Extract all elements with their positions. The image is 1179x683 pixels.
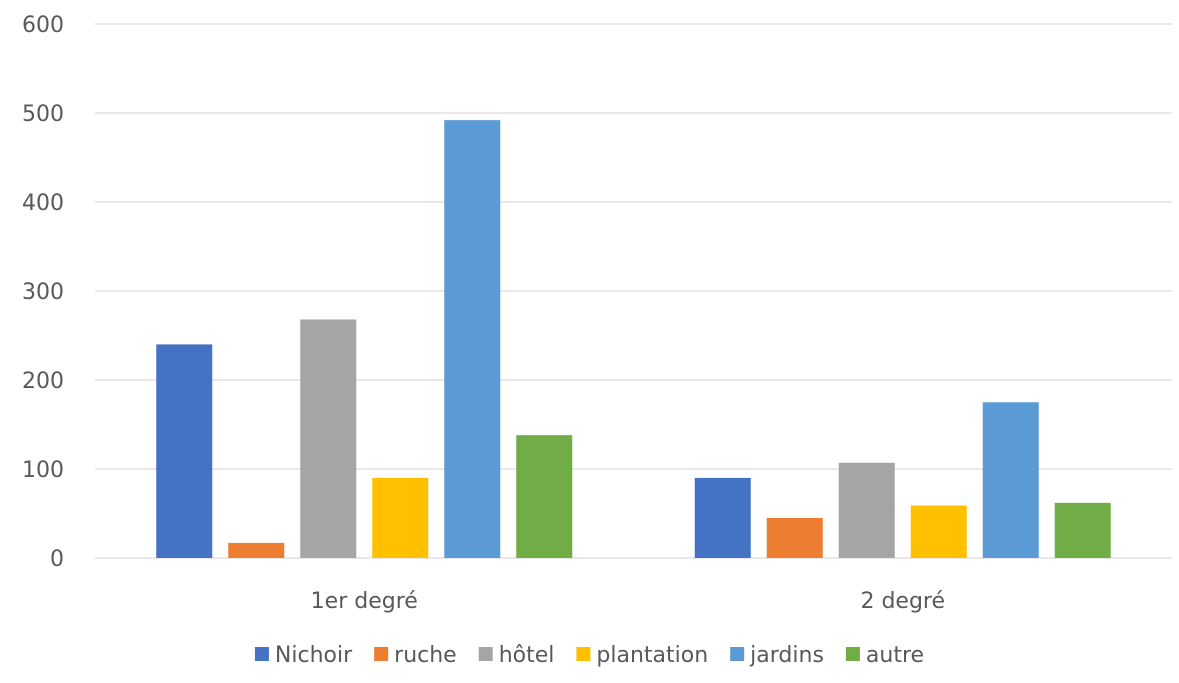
legend-label: plantation	[596, 643, 708, 668]
bar-ruche-2 degré	[766, 517, 823, 558]
legend-label: autre	[866, 643, 924, 668]
y-tick-label: 0	[50, 547, 64, 572]
y-tick-label: 500	[22, 102, 64, 127]
legend-label: Nichoir	[275, 643, 353, 668]
y-tick-label: 300	[22, 280, 64, 305]
legend-item: jardins	[730, 643, 824, 668]
y-tick-label: 400	[22, 191, 64, 216]
bar-hôtel-2 degré	[838, 462, 895, 558]
y-tick-label: 100	[22, 458, 64, 483]
legend-swatch	[845, 647, 860, 661]
legend-swatch	[478, 647, 493, 661]
bar-hôtel-1er degré	[300, 319, 357, 558]
legend-label: hôtel	[499, 643, 555, 668]
bar-autre-1er degré	[516, 435, 573, 558]
y-tick-label: 200	[22, 369, 64, 394]
bar-ruche-1er degré	[228, 542, 285, 558]
legend-item: ruche	[374, 643, 457, 668]
bar-autre-2 degré	[1054, 502, 1111, 558]
legend-item: plantation	[576, 643, 708, 668]
y-tick-label: 600	[22, 13, 64, 38]
bar-Nichoir-1er degré	[156, 344, 213, 558]
legend: Nichoir ruche hôtel plantation jardins autre	[254, 643, 924, 668]
legend-item: autre	[845, 643, 924, 668]
bar-Nichoir-2 degré	[694, 477, 751, 558]
bar-jardins-1er degré	[444, 120, 501, 559]
y-axis-tick-labels: 0 100 200 300 400 500 600	[22, 13, 64, 572]
gridlines	[95, 23, 1172, 559]
bar-plantation-2 degré	[910, 505, 967, 558]
legend-item: Nichoir	[254, 643, 353, 668]
legend-label: jardins	[749, 643, 824, 668]
bar-plantation-1er degré	[372, 477, 429, 558]
legend-label: ruche	[394, 643, 457, 668]
x-axis-category-labels: 1er degré 2 degré	[311, 589, 945, 614]
legend-swatch	[374, 647, 389, 661]
bar-jardins-2 degré	[982, 402, 1039, 558]
legend-swatch	[730, 647, 745, 661]
legend-item: hôtel	[478, 643, 555, 668]
x-category-label: 1er degré	[311, 589, 418, 614]
legend-swatch	[254, 647, 269, 661]
legend-swatch	[576, 647, 591, 661]
x-category-label: 2 degré	[860, 589, 945, 614]
bars	[156, 120, 1111, 559]
